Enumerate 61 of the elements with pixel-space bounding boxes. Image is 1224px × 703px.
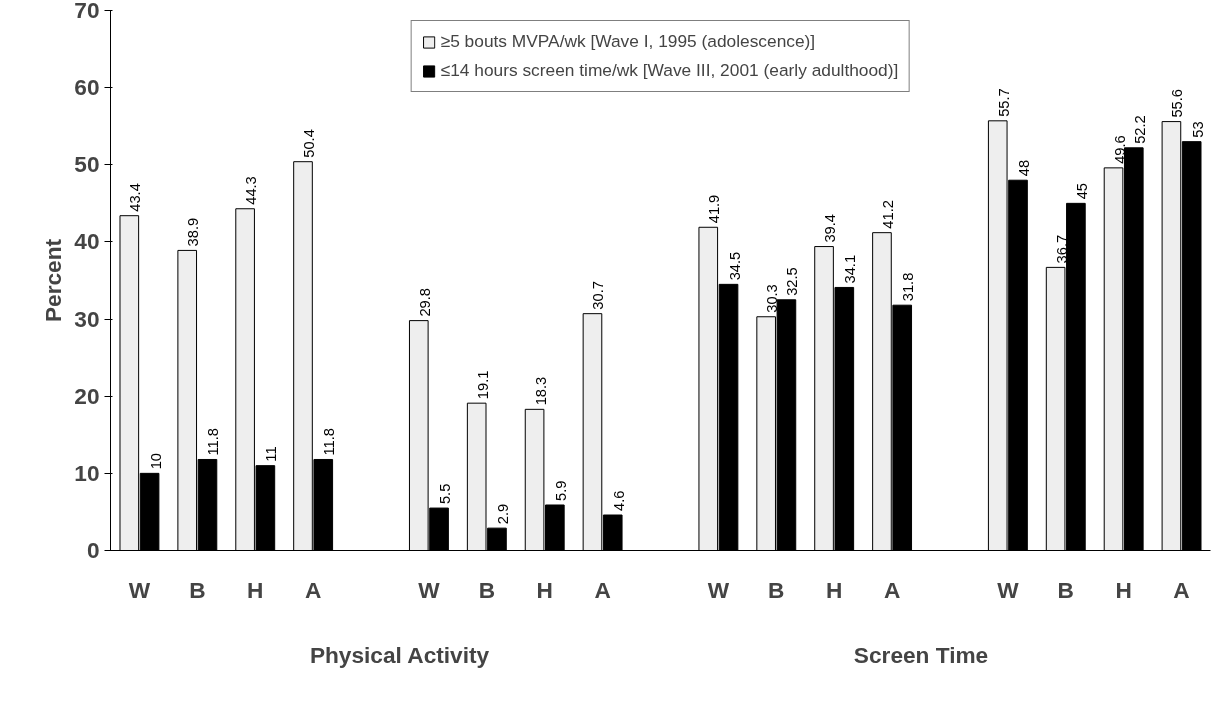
data-label: 5.5 [437,483,454,505]
data-label: 5.9 [552,480,569,501]
text: Screen Time [853,641,989,668]
data-label: 38.9 [185,217,202,247]
text: Physical Activity [309,641,490,668]
data-label: 34.5 [726,251,743,281]
y-tick-label: 20 [74,382,100,409]
x-tick-label: A [304,576,322,603]
x-tick-label: H [826,576,843,603]
data-label: 45 [1073,183,1090,200]
data-label: 4.6 [610,490,627,512]
x-tick-label: B [189,576,206,603]
x-tick-label: W [997,576,1020,603]
x-tick-label: A [883,576,901,603]
data-label: 52.2 [1131,115,1148,144]
y-tick-label: 50 [74,151,100,178]
data-label: 11.8 [321,428,338,456]
data-label: 10 [147,453,164,470]
x-tick-label: W [128,576,151,603]
data-label: 11 [263,446,280,462]
data-label: 31.8 [900,272,917,302]
data-label: 18.3 [532,376,549,406]
x-tick-label: W [418,576,441,603]
data-label: 50.4 [301,129,317,158]
y-tick-label: 30 [74,305,100,332]
data-label: 32.5 [784,267,801,296]
x-tick-label: H [247,576,264,603]
x-tick-label: W [707,576,730,603]
data-label: 41.9 [706,194,723,224]
data-label: 39.4 [822,214,839,243]
x-tick-label: H [536,576,553,603]
data-label: 30.3 [764,284,781,313]
y-tick-label: 60 [74,74,100,101]
y-tick-label: 0 [86,537,100,563]
y-tick-label: 10 [74,459,100,486]
x-tick-label: B [768,576,785,603]
data-label: 49.6 [1111,135,1128,164]
data-label: 55.7 [995,88,1012,117]
data-label: 44.3 [243,176,260,205]
data-label: 2.9 [494,503,511,525]
data-label: 53 [1189,121,1206,138]
data-label: 30.7 [590,281,607,310]
data-label: 41.2 [879,200,896,229]
data-label: 34.1 [842,254,859,284]
x-tick-label: H [1115,576,1132,603]
x-tick-label: B [1057,576,1074,603]
data-label: 36.7 [1053,234,1070,264]
x-tick-label: B [478,576,496,603]
legend-label: ≥5 bouts MVPA/wk [Wave I, 1995 (adolescence)] [440,31,816,52]
data-label: 55.6 [1169,89,1186,118]
data-label: 43.4 [127,183,144,212]
y-tick-label: 70 [74,0,100,23]
data-label: 19.1 [474,370,491,400]
data-label: 48 [1016,159,1032,177]
y-tick-label: 40 [74,228,100,255]
legend-label: ≤14 hours screen time/wk [Wave III, 2001 (early adulthood)] [440,60,899,81]
data-label: 29.8 [416,288,433,317]
data-label: 11.8 [205,428,222,456]
x-tick-label: A [1173,576,1190,603]
y-axis-title: Percent [40,238,67,323]
x-tick-label: A [594,576,611,603]
